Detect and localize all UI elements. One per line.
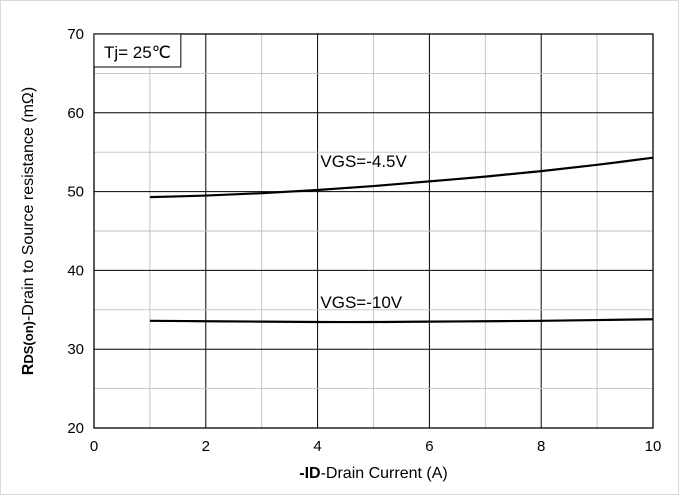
y-tick-label: 20 <box>67 420 84 437</box>
x-tick-label: 6 <box>425 438 433 455</box>
tj-annotation: Tj= 25℃ <box>104 43 171 62</box>
x-axis-title-prefix: -ID <box>299 465 320 482</box>
y-axis-title: RDS(on)-Drain to Source resistance (mΩ) <box>20 87 37 375</box>
vgs-4.5v-label: VGS=-4.5V <box>320 152 407 171</box>
y-tick-label: 60 <box>67 105 84 122</box>
x-axis-title-rest: -Drain Current (A) <box>321 465 448 482</box>
x-tick-label: 0 <box>90 438 98 455</box>
x-tick-label: 8 <box>537 438 545 455</box>
y-tick-label: 40 <box>67 262 84 279</box>
y-axis-title-main: R <box>20 363 37 375</box>
grid <box>94 34 653 428</box>
tick-labels: 0 2 4 6 8 10 20 30 40 50 60 70 <box>67 26 661 455</box>
x-axis-title: -ID-Drain Current (A) <box>299 465 447 482</box>
series-layer <box>149 156 654 324</box>
y-axis-title-sub: DS(on) <box>21 321 36 364</box>
y-tick-label: 70 <box>67 26 84 43</box>
vgs-10v-label: VGS=-10V <box>320 293 402 312</box>
series-line-1 <box>149 318 654 324</box>
tj-annotation-box <box>93 33 182 68</box>
series-line-0 <box>149 156 654 199</box>
y-axis-title-rest: -Drain to Source resistance (mΩ) <box>20 87 37 321</box>
x-tick-label: 2 <box>202 438 210 455</box>
y-tick-label: 30 <box>67 341 84 358</box>
x-tick-label: 4 <box>313 438 321 455</box>
y-tick-label: 50 <box>67 184 84 201</box>
plot-area-border <box>93 33 654 429</box>
x-tick-label: 10 <box>645 438 662 455</box>
annotations: Tj= 25℃ VGS=-4.5V VGS=-10V <box>93 33 408 312</box>
